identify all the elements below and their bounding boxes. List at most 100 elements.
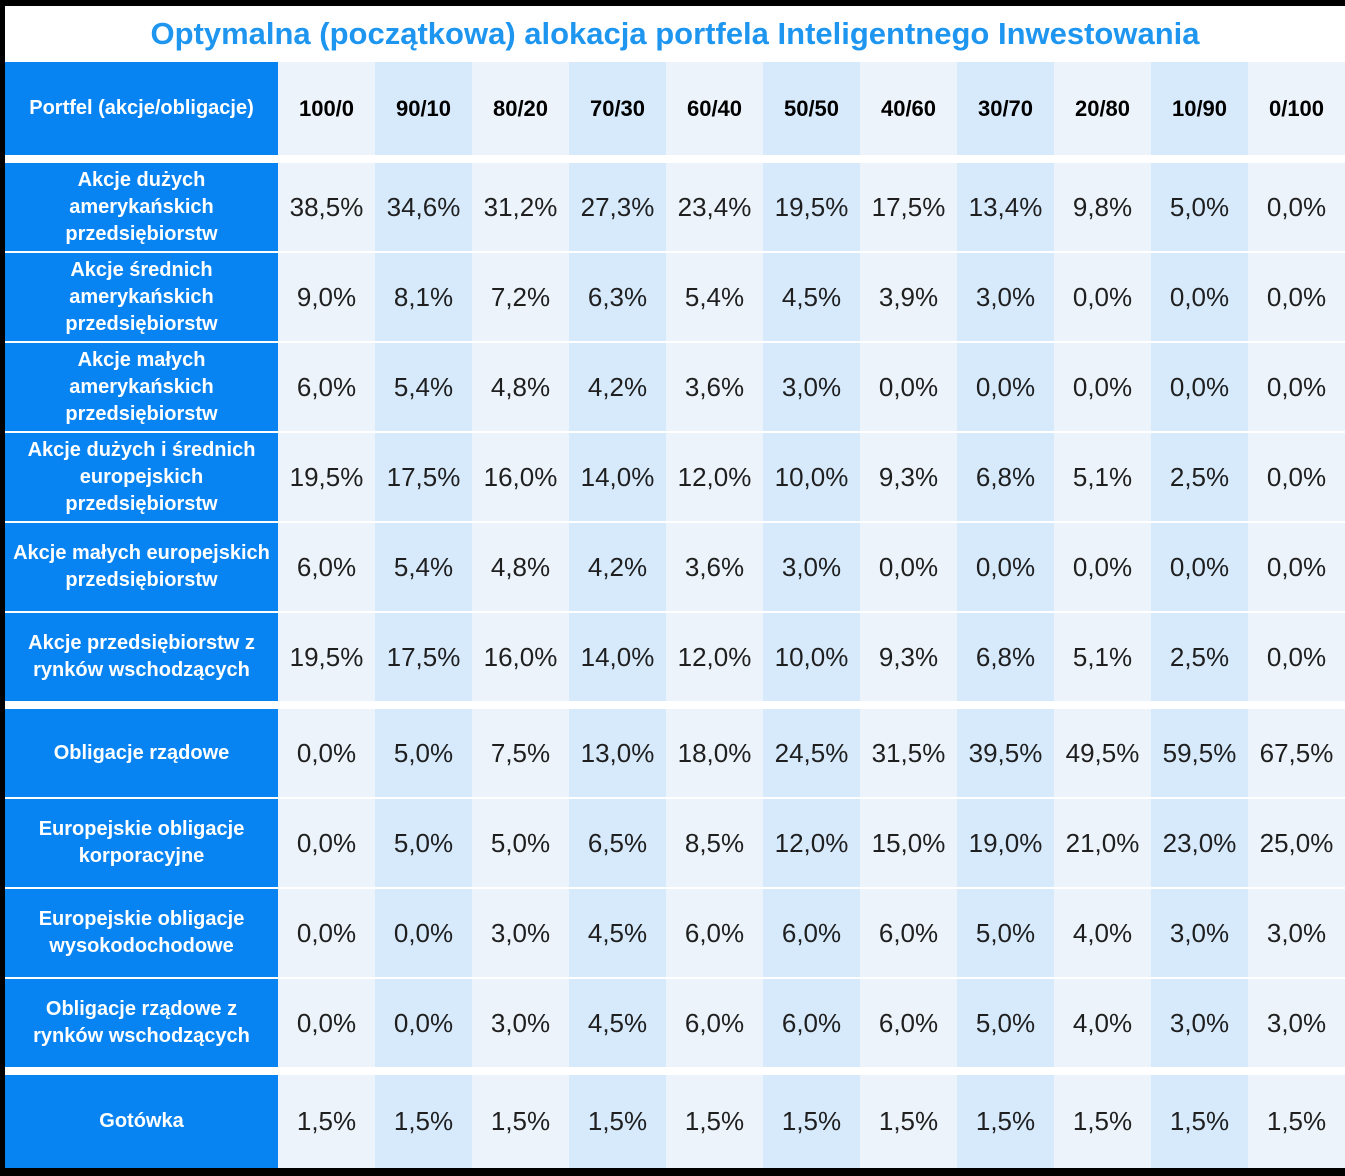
value-cell: 0,0% [1248,163,1345,251]
value-cell: 6,0% [666,889,763,977]
value-cell: 39,5% [957,709,1054,797]
value-cell: 1,5% [860,1075,957,1168]
value-cell: 0,0% [278,889,375,977]
value-cell: 1,5% [375,1075,472,1168]
value-cell: 0,0% [1248,253,1345,341]
value-cell: 21,0% [1054,799,1151,887]
value-cell: 19,5% [278,433,375,521]
value-cell: 1,5% [666,1075,763,1168]
value-cell: 3,0% [1151,979,1248,1067]
column-header: 0/100 [1248,62,1345,155]
value-cell: 13,0% [569,709,666,797]
value-cell: 5,0% [375,799,472,887]
table-row: Obligacje rządowe 0,0% 5,0% 7,5% 13,0% 18,0% 2… [5,709,1345,797]
value-cell: 5,1% [1054,433,1151,521]
value-cell: 15,0% [860,799,957,887]
row-label: Europejskie obligacje korporacyjne [5,799,278,887]
table-row: Obligacje rządowe z rynków wschodzących 0… [5,979,1345,1067]
value-cell: 1,5% [472,1075,569,1168]
table-row: Gotówka 1,5% 1,5% 1,5% 1,5% 1,5% 1,5% 1,5% 1,5% 1… [5,1075,1345,1168]
value-cell: 0,0% [1248,433,1345,521]
corner-header-cell: Portfel (akcje/obligacje) [5,62,278,155]
row-label: Akcje średnich amerykańskich przedsiębio… [5,253,278,341]
value-cell: 1,5% [1054,1075,1151,1168]
allocation-table: Portfel (akcje/obligacje) 100/0 90/10 80/2… [5,62,1345,1168]
value-cell: 0,0% [278,709,375,797]
value-cell: 5,4% [375,343,472,431]
value-cell: 3,0% [1248,889,1345,977]
value-cell: 23,0% [1151,799,1248,887]
value-cell: 5,0% [375,709,472,797]
value-cell: 10,0% [763,613,860,701]
value-cell: 6,0% [860,979,957,1067]
value-cell: 0,0% [1151,523,1248,611]
row-label: Gotówka [5,1075,278,1168]
value-cell: 3,0% [1151,889,1248,977]
column-header: 20/80 [1054,62,1151,155]
row-label: Akcje dużych amerykańskich przedsiębiors… [5,163,278,251]
value-cell: 9,8% [1054,163,1151,251]
table-row: Akcje dużych amerykańskich przedsiębiors… [5,163,1345,251]
value-cell: 6,8% [957,433,1054,521]
value-cell: 23,4% [666,163,763,251]
column-header: 10/90 [1151,62,1248,155]
value-cell: 13,4% [957,163,1054,251]
value-cell: 12,0% [666,613,763,701]
value-cell: 6,0% [763,889,860,977]
value-cell: 7,2% [472,253,569,341]
table-row: Akcje dużych i średnich europejskich prz… [5,433,1345,521]
value-cell: 6,0% [278,343,375,431]
column-header: 60/40 [666,62,763,155]
value-cell: 0,0% [957,523,1054,611]
value-cell: 6,0% [666,979,763,1067]
table-row: Europejskie obligacje wysokodochodowe 0,0… [5,889,1345,977]
value-cell: 3,0% [763,523,860,611]
value-cell: 3,0% [1248,979,1345,1067]
value-cell: 0,0% [1151,343,1248,431]
value-cell: 0,0% [1054,343,1151,431]
row-label: Akcje małych europejskich przedsiębiorst… [5,523,278,611]
row-label: Akcje dużych i średnich europejskich prz… [5,433,278,521]
table-row: Akcje małych europejskich przedsiębiorst… [5,523,1345,611]
title-bar: Optymalna (początkowa) alokacja portfela… [5,6,1345,62]
table-row: Akcje przedsiębiorstw z rynków wschodząc… [5,613,1345,701]
value-cell: 4,5% [569,979,666,1067]
value-cell: 6,3% [569,253,666,341]
value-cell: 59,5% [1151,709,1248,797]
section-separator [5,701,1345,709]
value-cell: 4,8% [472,523,569,611]
value-cell: 9,0% [278,253,375,341]
value-cell: 18,0% [666,709,763,797]
value-cell: 49,5% [1054,709,1151,797]
value-cell: 1,5% [569,1075,666,1168]
value-cell: 4,2% [569,523,666,611]
value-cell: 9,3% [860,613,957,701]
value-cell: 1,5% [278,1075,375,1168]
row-label: Obligacje rządowe [5,709,278,797]
value-cell: 0,0% [1054,253,1151,341]
value-cell: 0,0% [1248,343,1345,431]
column-header: 50/50 [763,62,860,155]
value-cell: 4,5% [569,889,666,977]
column-header: 80/20 [472,62,569,155]
value-cell: 27,3% [569,163,666,251]
value-cell: 0,0% [375,979,472,1067]
value-cell: 14,0% [569,613,666,701]
table-header-row: Portfel (akcje/obligacje) 100/0 90/10 80/2… [5,62,1345,155]
value-cell: 0,0% [278,799,375,887]
value-cell: 3,6% [666,343,763,431]
column-header: 30/70 [957,62,1054,155]
value-cell: 14,0% [569,433,666,521]
value-cell: 12,0% [666,433,763,521]
row-label: Akcje małych amerykańskich przedsiębiors… [5,343,278,431]
value-cell: 31,5% [860,709,957,797]
column-header: 40/60 [860,62,957,155]
value-cell: 19,0% [957,799,1054,887]
value-cell: 0,0% [375,889,472,977]
value-cell: 12,0% [763,799,860,887]
value-cell: 4,0% [1054,889,1151,977]
value-cell: 1,5% [957,1075,1054,1168]
value-cell: 5,0% [957,979,1054,1067]
value-cell: 4,5% [763,253,860,341]
value-cell: 5,4% [375,523,472,611]
